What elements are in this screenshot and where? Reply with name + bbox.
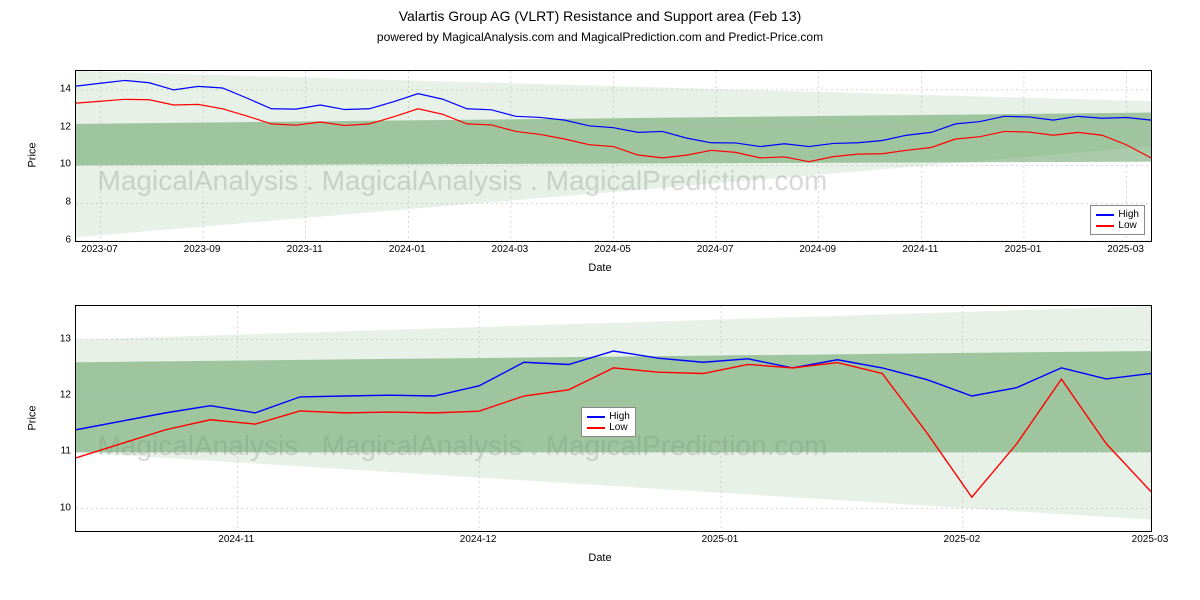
chart-panel-bottom: MagicalAnalysis . MagicalAnalysis . Magi… <box>75 305 1152 532</box>
legend-top: High Low <box>1090 205 1145 235</box>
xtick-label: 2024-12 <box>460 534 497 545</box>
xtick-label: 2024-09 <box>799 244 836 255</box>
xlabel-bottom: Date <box>0 552 1200 564</box>
legend-label-low-b: Low <box>609 422 627 433</box>
legend-line-high <box>1096 214 1114 216</box>
ytick-label: 6 <box>31 235 71 246</box>
legend-label-high-b: High <box>609 411 630 422</box>
xtick-label: 2023-09 <box>184 244 221 255</box>
legend-line-high-b <box>587 416 605 418</box>
xtick-label: 2024-05 <box>594 244 631 255</box>
main-title: Valartis Group AG (VLRT) Resistance and … <box>0 8 1200 24</box>
xtick-label: 2024-01 <box>389 244 426 255</box>
xtick-label: 2025-03 <box>1107 244 1144 255</box>
xtick-label: 2024-07 <box>697 244 734 255</box>
xlabel-top: Date <box>0 262 1200 274</box>
xtick-label: 2025-02 <box>944 534 981 545</box>
legend-row-low-b: Low <box>587 422 630 433</box>
ytick-label: 12 <box>31 121 71 132</box>
ylabel-bottom: Price <box>27 405 39 430</box>
legend-label-high: High <box>1118 209 1139 220</box>
figure: Valartis Group AG (VLRT) Resistance and … <box>0 0 1200 600</box>
sub-title: powered by MagicalAnalysis.com and Magic… <box>0 30 1200 44</box>
xtick-label: 2024-03 <box>492 244 529 255</box>
xtick-label: 2025-01 <box>1005 244 1042 255</box>
legend-bottom: High Low <box>581 407 636 437</box>
legend-row-high-b: High <box>587 411 630 422</box>
xtick-label: 2023-11 <box>287 244 323 255</box>
ytick-label: 13 <box>31 333 71 344</box>
xtick-label: 2024-11 <box>902 244 938 255</box>
ytick-label: 8 <box>31 197 71 208</box>
chart-svg-top <box>76 71 1151 241</box>
xtick-label: 2024-11 <box>218 534 254 545</box>
xtick-label: 2023-07 <box>81 244 118 255</box>
legend-label-low: Low <box>1118 220 1136 231</box>
xtick-label: 2025-03 <box>1132 534 1169 545</box>
xtick-label: 2025-01 <box>702 534 739 545</box>
ytick-label: 12 <box>31 390 71 401</box>
legend-row-low: Low <box>1096 220 1139 231</box>
chart-panel-top: MagicalAnalysis . MagicalAnalysis . Magi… <box>75 70 1152 242</box>
ytick-label: 10 <box>31 159 71 170</box>
ytick-label: 10 <box>31 502 71 513</box>
ytick-label: 11 <box>31 446 71 457</box>
legend-line-low-b <box>587 427 605 429</box>
legend-row-high: High <box>1096 209 1139 220</box>
ytick-label: 14 <box>31 83 71 94</box>
legend-line-low <box>1096 225 1114 227</box>
